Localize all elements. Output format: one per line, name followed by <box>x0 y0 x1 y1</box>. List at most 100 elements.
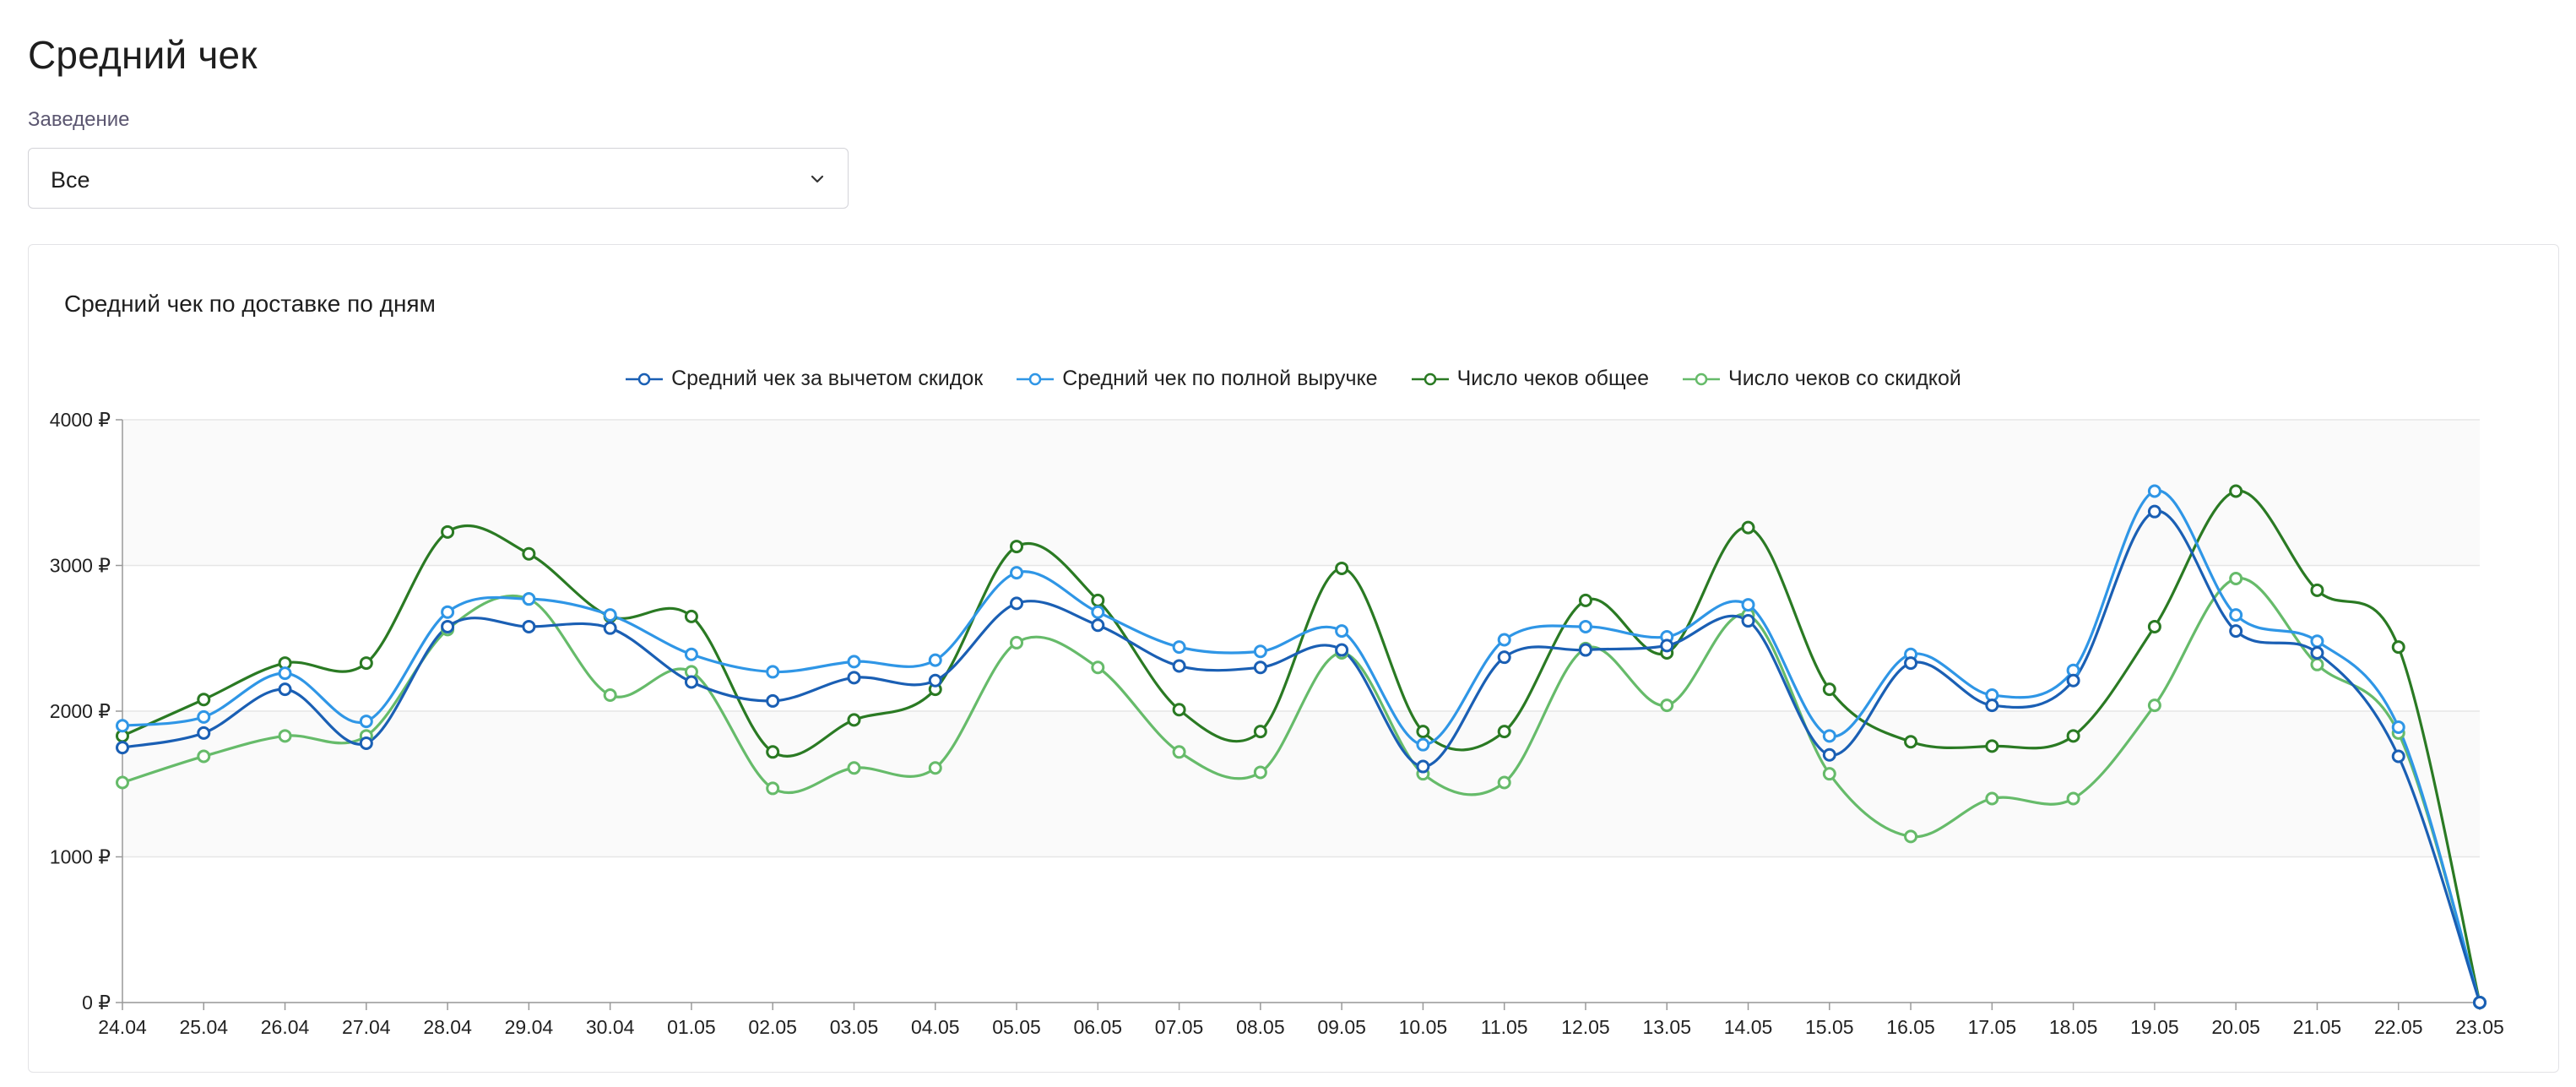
series-1-point <box>1660 639 1674 653</box>
series-2-point <box>766 665 780 679</box>
series-1-point <box>603 621 617 635</box>
series-3-point <box>1497 725 1511 739</box>
x-tick-label: 13.05 <box>1642 1016 1691 1038</box>
series-4-point <box>2229 572 2243 586</box>
series-3-point <box>2229 484 2243 498</box>
series-3-point <box>1010 540 1024 554</box>
series-3-point <box>2310 583 2324 597</box>
series-4-point <box>1497 775 1511 790</box>
x-tick-label: 14.05 <box>1724 1016 1773 1038</box>
legend-item-series-4[interactable]: Число чеков со скидкой <box>1683 367 1961 391</box>
series-4-point <box>928 761 942 775</box>
x-tick-label: 20.05 <box>2211 1016 2260 1038</box>
series-2-point <box>684 647 698 661</box>
series-1-point <box>278 682 292 697</box>
series-2-point <box>1253 644 1267 659</box>
series-line-4 <box>122 577 2481 1003</box>
x-tick-label: 23.05 <box>2455 1016 2504 1038</box>
series-3-point <box>1822 682 1836 697</box>
series-3-point <box>1416 725 1430 739</box>
chart-card: Средний чек по доставке по дням Средний … <box>28 244 2559 1073</box>
series-1-point <box>1822 747 1836 762</box>
x-tick-label: 05.05 <box>992 1016 1041 1038</box>
x-tick-label: 29.04 <box>505 1016 554 1038</box>
legend-item-series-1[interactable]: Средний чек за вычетом скидок <box>626 367 983 391</box>
x-tick-label: 10.05 <box>1399 1016 1448 1038</box>
series-4-point <box>1904 829 1918 844</box>
series-1-point <box>116 741 129 755</box>
series-1-point <box>2229 624 2243 639</box>
legend-swatch-series-1 <box>626 372 664 385</box>
series-4-point <box>766 781 780 796</box>
series-1-point <box>684 675 698 689</box>
series-4-point <box>2310 657 2324 671</box>
venue-select[interactable]: Все <box>28 148 849 209</box>
page-title: Средний чек <box>28 33 258 77</box>
x-tick-label: 30.04 <box>586 1016 635 1038</box>
series-1-point <box>1578 643 1592 657</box>
series-2-point <box>197 709 211 724</box>
series-1-point <box>2147 504 2161 519</box>
series-4-point <box>2147 698 2161 713</box>
x-tick-label: 19.05 <box>2130 1016 2179 1038</box>
series-2-point <box>1822 729 1836 743</box>
grid-band <box>122 711 2480 857</box>
series-1-point <box>1904 656 1918 671</box>
series-2-point <box>1578 619 1592 633</box>
series-4-point <box>2066 791 2080 806</box>
series-3-point <box>1091 593 1105 607</box>
x-tick-label: 11.05 <box>1481 1016 1528 1038</box>
series-4-point <box>197 749 211 764</box>
x-tick-label: 16.05 <box>1886 1016 1935 1038</box>
series-2-point <box>116 719 129 733</box>
series-3-point <box>1172 703 1186 717</box>
series-2-point <box>359 715 373 729</box>
legend-item-series-3[interactable]: Число чеков общее <box>1411 367 1650 391</box>
series-1-point <box>766 693 780 708</box>
series-1-point <box>522 619 536 633</box>
series-2-point <box>1741 598 1755 612</box>
series-2-point <box>1010 566 1024 580</box>
venue-select-value: Все <box>51 167 90 193</box>
series-4-point <box>116 775 129 790</box>
series-1-point <box>197 726 211 740</box>
series-2-point <box>1091 605 1105 619</box>
series-2-point <box>2147 484 2161 498</box>
series-4-point <box>1010 635 1024 649</box>
series-3-point <box>1741 520 1755 535</box>
series-1-point <box>1091 618 1105 633</box>
series-3-point <box>1335 561 1349 575</box>
chart-title: Средний чек по доставке по дням <box>64 291 436 317</box>
legend-label-series-3: Число чеков общее <box>1456 367 1650 390</box>
grid-band <box>122 420 2480 566</box>
series-2-point <box>1335 624 1349 639</box>
filter-label: Заведение <box>28 108 130 131</box>
x-tick-label: 06.05 <box>1074 1016 1123 1038</box>
series-1-point <box>1416 759 1430 774</box>
x-tick-label: 04.05 <box>911 1016 960 1038</box>
series-4-point <box>1172 745 1186 759</box>
series-1-point <box>1741 614 1755 628</box>
series-1-point <box>1985 698 1999 713</box>
series-2-point <box>2229 608 2243 622</box>
x-tick-label: 09.05 <box>1317 1016 1366 1038</box>
series-2-point <box>522 592 536 606</box>
series-1-point <box>441 619 455 633</box>
x-tick-label: 26.04 <box>261 1016 310 1038</box>
series-4-point <box>603 688 617 703</box>
series-2-point <box>1497 633 1511 647</box>
series-4-point <box>1091 660 1105 675</box>
series-4-point <box>1660 698 1674 713</box>
series-4-point <box>847 761 861 775</box>
x-tick-label: 18.05 <box>2049 1016 2098 1038</box>
x-tick-label: 21.05 <box>2293 1016 2342 1038</box>
legend-swatch-series-2 <box>1017 372 1055 385</box>
chart-legend: Средний чек за вычетом скидок Средний че… <box>29 367 2558 391</box>
x-tick-label: 08.05 <box>1236 1016 1285 1038</box>
x-tick-label: 12.05 <box>1561 1016 1610 1038</box>
series-3-point <box>2391 640 2405 655</box>
series-2-point <box>603 608 617 622</box>
series-3-point <box>684 609 698 623</box>
legend-item-series-2[interactable]: Средний чек по полной выручке <box>1017 367 1378 391</box>
